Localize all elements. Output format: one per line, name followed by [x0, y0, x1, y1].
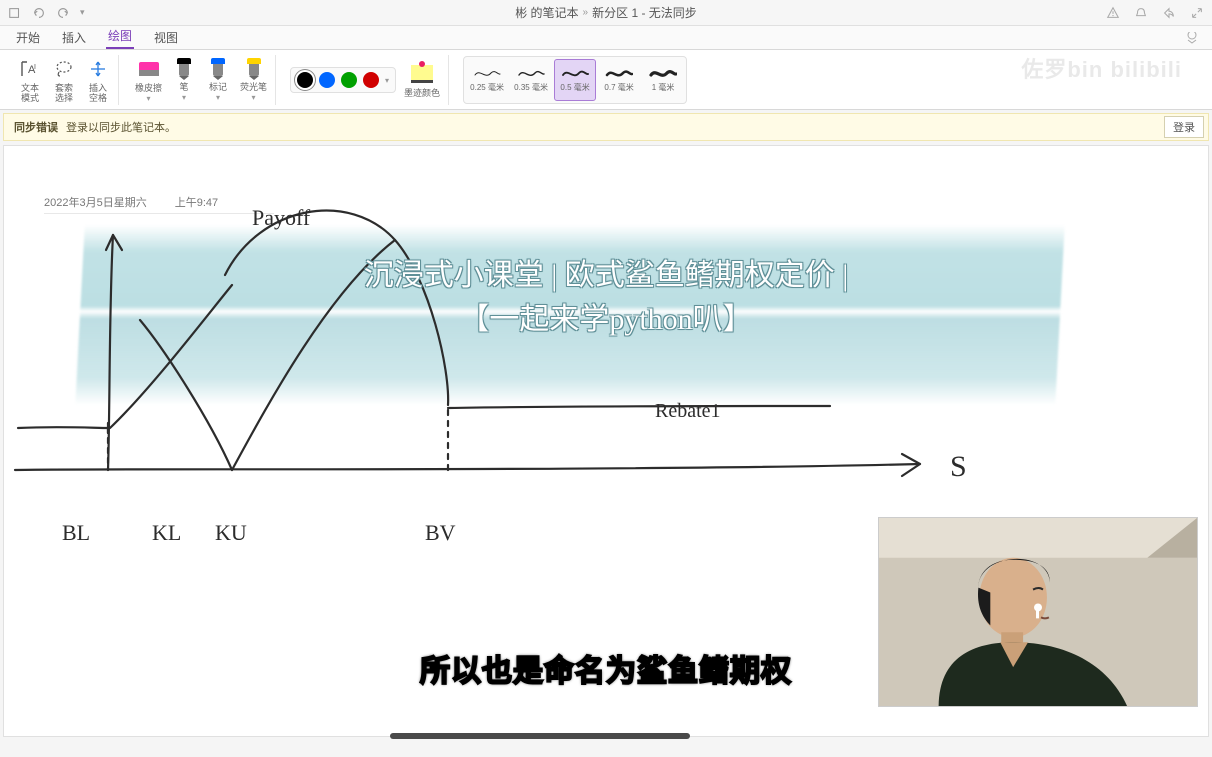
login-button[interactable]: 登录 — [1164, 116, 1204, 138]
insert-space-button[interactable]: 插入 空格 — [84, 55, 112, 105]
label-kl: KL — [152, 520, 181, 546]
label-bl: BL — [62, 520, 90, 546]
share-icon[interactable] — [1162, 6, 1176, 20]
label-s: S — [950, 450, 967, 484]
note-timestamp: 2022年3月5日星期六 上午9:47 — [44, 194, 274, 214]
label-ku: KU — [215, 520, 247, 546]
window-menu-icon[interactable] — [8, 6, 22, 20]
tab-insert[interactable]: 插入 — [60, 25, 88, 49]
label-bv: BV — [425, 520, 456, 546]
color-palette: ▾ — [290, 67, 396, 93]
color-black[interactable] — [297, 72, 313, 88]
thickness-4[interactable]: 1 毫米 — [642, 59, 684, 101]
highlighter-button[interactable]: 荧光笔 ▾ — [238, 56, 269, 104]
redo-icon[interactable] — [56, 6, 70, 20]
thickness-3[interactable]: 0.7 毫米 — [598, 59, 640, 101]
color-blue[interactable] — [319, 72, 335, 88]
tab-draw[interactable]: 绘图 — [106, 23, 134, 49]
breadcrumb-sep: » — [583, 7, 589, 18]
thickness-group: 0.25 毫米0.35 毫米0.5 毫米0.7 毫米1 毫米 — [463, 56, 687, 104]
collapse-icon[interactable] — [1190, 6, 1204, 20]
titlebar-chevron-icon[interactable]: ▾ — [80, 7, 85, 18]
home-indicator — [390, 733, 690, 739]
warning-icon[interactable] — [1106, 6, 1120, 20]
watermark: 佐罗bin bilibili — [1021, 52, 1182, 84]
breadcrumb-section[interactable]: 新分区 1 - 无法同步 — [592, 4, 697, 21]
tab-start[interactable]: 开始 — [14, 25, 42, 49]
note-time: 上午9:47 — [175, 194, 218, 210]
breadcrumb: 彬 的笔记本 » 新分区 1 - 无法同步 — [515, 4, 697, 21]
sync-warning-title: 同步错误 — [14, 119, 58, 135]
undo-icon[interactable] — [32, 6, 46, 20]
label-payoff: Payoff — [252, 205, 310, 231]
thickness-1[interactable]: 0.35 毫米 — [510, 59, 552, 101]
pen-button[interactable]: 笔 ▾ — [170, 56, 198, 104]
bell-icon[interactable] — [1134, 6, 1148, 20]
sync-warning-bar: 同步错误 登录以同步此笔记本。 登录 — [3, 113, 1209, 141]
tab-view[interactable]: 视图 — [152, 25, 180, 49]
note-date: 2022年3月5日星期六 — [44, 194, 147, 210]
webcam-inset — [878, 517, 1198, 707]
thickness-2[interactable]: 0.5 毫米 — [554, 59, 596, 101]
ink-color-button[interactable]: 墨迹颜色 — [402, 60, 442, 100]
palette-more-icon[interactable]: ▾ — [385, 76, 389, 85]
eraser-button[interactable]: 橡皮擦 ▾ — [133, 55, 164, 105]
svg-text:I: I — [34, 64, 36, 71]
overlay-title: 沉浸式小课堂 | 欧式鲨鱼鳍期权定价 | 【一起来学python叭】 — [0, 254, 1212, 342]
marker-button[interactable]: 标记 ▾ — [204, 56, 232, 104]
color-red[interactable] — [363, 72, 379, 88]
label-rebate: Rebate1 — [655, 400, 721, 423]
breadcrumb-notebook[interactable]: 彬 的笔记本 — [515, 4, 578, 21]
ribbon-options-icon[interactable] — [1184, 31, 1200, 43]
lasso-button[interactable]: 套索 选择 — [50, 55, 78, 105]
color-green[interactable] — [341, 72, 357, 88]
text-mode-button[interactable]: AI 文本 模式 — [16, 55, 44, 105]
thickness-0[interactable]: 0.25 毫米 — [466, 59, 508, 101]
sync-warning-text: 登录以同步此笔记本。 — [66, 119, 176, 135]
